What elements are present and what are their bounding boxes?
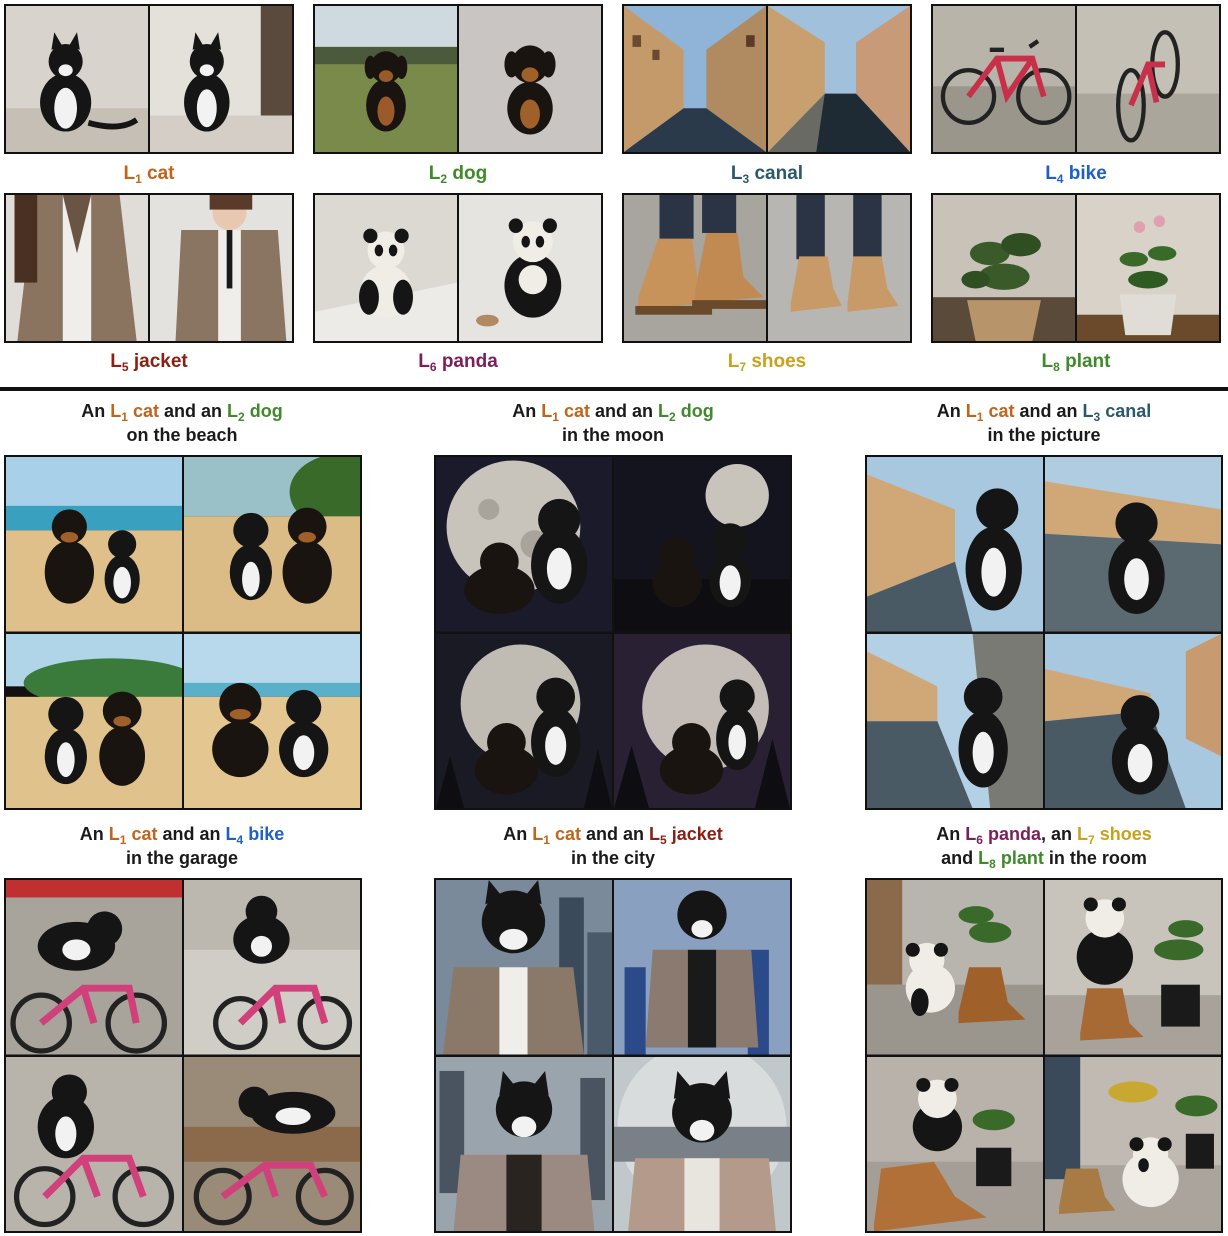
concept-label-jacket: L5 jacket <box>110 351 188 374</box>
concept-pair-canal <box>622 4 912 154</box>
panda-shoes-plant-room-image-icon <box>867 1056 1043 1231</box>
cat-bike-garage-image-icon <box>6 1056 182 1231</box>
prompt-caption: An L1 cat and an L5 jacket in the city <box>503 824 723 868</box>
cat-canal-image-icon <box>1045 633 1221 808</box>
dog-photo-icon <box>459 6 601 152</box>
cat-photo-icon <box>6 6 148 152</box>
panda-photo-icon <box>315 195 457 341</box>
panda-shoes-plant-room-image-icon <box>867 880 1043 1055</box>
prompt-caption: An L1 cat and an L3 canal in the picture <box>936 401 1152 445</box>
shoes-photo-icon <box>624 195 766 341</box>
bike-photo-icon <box>933 6 1075 152</box>
concept-label-plant: L8 plant <box>1041 351 1111 374</box>
canal-photo-icon <box>624 6 766 152</box>
cat-canal-image-icon <box>867 633 1043 808</box>
bike-photo-icon <box>1077 6 1219 152</box>
plant-photo-icon <box>1077 195 1219 341</box>
prompt-caption: An L1 cat and an L2 dog on the beach <box>81 401 283 445</box>
prompt-caption: An L1 cat and an L4 bike in the garage <box>79 824 285 868</box>
cat-jacket-city-image-icon <box>614 880 790 1055</box>
result-grid-city <box>434 878 792 1233</box>
plant-photo-icon <box>933 195 1075 341</box>
concept-label-cat: L1 cat <box>123 163 175 186</box>
cat-dog-beach-image-icon <box>6 633 182 808</box>
concept-pair-shoes <box>622 193 912 343</box>
result-grid-moon <box>434 455 792 810</box>
concept-label-shoes: L7 shoes <box>727 351 807 374</box>
cat-dog-moon-image-icon <box>436 457 612 632</box>
result-grid-room <box>865 878 1223 1233</box>
result-grid-canal <box>865 455 1223 810</box>
concept-label-panda: L6 panda <box>418 351 498 374</box>
concept-label-dog: L2 dog <box>428 163 488 186</box>
cat-canal-image-icon <box>1045 457 1221 632</box>
result-grid-beach <box>4 455 362 810</box>
concept-label-canal: L3 canal <box>730 163 804 186</box>
cat-bike-garage-image-icon <box>6 880 182 1055</box>
cat-canal-image-icon <box>867 457 1043 632</box>
cat-bike-garage-image-icon <box>184 1056 360 1231</box>
concept-pair-jacket <box>4 193 294 343</box>
panda-shoes-plant-room-image-icon <box>1045 1056 1221 1231</box>
cat-dog-moon-image-icon <box>614 633 790 808</box>
result-grid-garage <box>4 878 362 1233</box>
cat-jacket-city-image-icon <box>436 1056 612 1231</box>
cat-photo-icon <box>150 6 292 152</box>
cat-bike-garage-image-icon <box>184 880 360 1055</box>
cat-dog-beach-image-icon <box>184 633 360 808</box>
dog-photo-icon <box>315 6 457 152</box>
cat-dog-moon-image-icon <box>436 633 612 808</box>
concept-pair-panda <box>313 193 603 343</box>
jacket-photo-icon <box>150 195 292 341</box>
cat-dog-beach-image-icon <box>6 457 182 632</box>
cat-jacket-city-image-icon <box>614 1056 790 1231</box>
concept-pair-dog <box>313 4 603 154</box>
concept-pair-plant <box>931 193 1221 343</box>
concept-pair-cat <box>4 4 294 154</box>
prompt-caption: An L1 cat and an L2 dog in the moon <box>512 401 714 445</box>
cat-jacket-city-image-icon <box>436 880 612 1055</box>
cat-dog-moon-image-icon <box>614 457 790 632</box>
concept-label-bike: L4 bike <box>1045 163 1107 186</box>
prompt-caption: An L6 panda, an L7 shoes and L8 plant in… <box>936 824 1152 871</box>
concept-pair-bike <box>931 4 1221 154</box>
panda-shoes-plant-room-image-icon <box>1045 880 1221 1055</box>
canal-photo-icon <box>768 6 910 152</box>
panda-photo-icon <box>459 195 601 341</box>
shoes-photo-icon <box>768 195 910 341</box>
jacket-photo-icon <box>6 195 148 341</box>
cat-dog-beach-image-icon <box>184 457 360 632</box>
section-divider <box>0 387 1228 391</box>
